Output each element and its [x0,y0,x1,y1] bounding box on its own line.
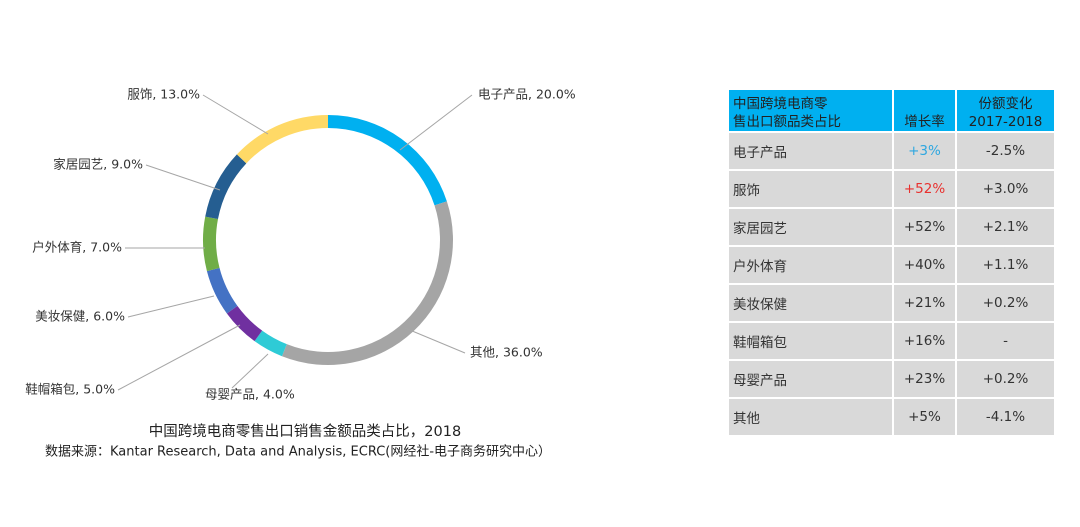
table-cell: 服饰 [727,169,894,209]
table-row: 服饰 +52% +3.0% [727,169,1056,209]
chart-source: 数据来源：Kantar Research, Data and Analysis,… [45,444,551,460]
table-cell: 其他 [727,397,894,437]
leader-line [145,164,221,191]
leader-line [202,94,269,135]
donut-segment [236,115,328,164]
table-row: 母婴产品 +23% +0.2% [727,359,1056,399]
table-cell: 家居园艺 [727,207,894,247]
data-label: 美妆保健, 6.0% [35,309,125,324]
table-cell: -4.1% [955,397,1056,437]
table-row: 其他 +5% -4.1% [727,397,1056,437]
header-text: 中国跨境电商零 [733,96,828,112]
table-cell: +23% [892,359,957,399]
table-cell: - [955,321,1056,361]
header-cell: 中国跨境电商零 售出口额品类占比 [727,88,894,133]
leader-line [231,353,269,389]
header-text: 售出口额品类占比 [733,114,841,130]
leader-line [404,327,466,354]
table-cell: +52% [892,207,957,247]
table-cell: 户外体育 [727,245,894,285]
data-label: 电子产品, 20.0% [478,87,576,102]
data-label: 鞋帽箱包, 5.0% [25,382,115,397]
table-cell: +52% [892,169,957,209]
donut-segment [254,330,287,357]
table-cell: +21% [892,283,957,323]
donut-segment [328,115,447,206]
data-label: 家居园艺, 9.0% [53,157,143,172]
leader-line [117,324,241,391]
data-label: 户外体育, 7.0% [32,240,122,255]
table-row: 美妆保健 +21% +0.2% [727,283,1056,323]
table-cell: +16% [892,321,957,361]
header-cell: 增长率 [892,88,957,133]
table-cell: -2.5% [955,131,1056,171]
data-label: 母婴产品, 4.0% [205,387,295,402]
data-label: 服饰, 13.0% [127,87,200,102]
table-cell: +3% [892,131,957,171]
table-cell: 母婴产品 [727,359,894,399]
table-cell: +5% [892,397,957,437]
donut-segment [203,216,220,272]
table-cell: +0.2% [955,359,1056,399]
table-row: 鞋帽箱包 +16% - [727,321,1056,361]
donut-segment [281,201,453,365]
header-row: 中国跨境电商零 售出口额品类占比 增长率 份额变化 2017-2018 [727,88,1056,133]
donut-segment [205,154,247,220]
table-cell: +0.2% [955,283,1056,323]
header-text: 份额变化 [978,96,1033,112]
table-row: 电子产品 +3% -2.5% [727,131,1056,171]
table-row: 户外体育 +40% +1.1% [727,245,1056,285]
leader-line [127,295,215,318]
table-cell: +1.1% [955,245,1056,285]
table-cell: 电子产品 [727,131,894,171]
donut-segment [206,267,238,314]
donut-segment [226,305,263,342]
table-cell: 美妆保健 [727,283,894,323]
table-cell: +2.1% [955,207,1056,247]
table-row: 家居园艺 +52% +2.1% [727,207,1056,247]
table-cell: +40% [892,245,957,285]
chart: 中国跨境电商零售出口销售金额品类占比，2018 数据来源：Kantar Rese… [25,87,576,460]
leader-line [399,94,473,151]
table-cell: 鞋帽箱包 [727,321,894,361]
header-text: 2017-2018 [968,114,1043,130]
table-cell: +3.0% [955,169,1056,209]
header-cell: 份额变化 2017-2018 [955,88,1056,133]
share-table: 中国跨境电商零 售出口额品类占比 增长率 份额变化 2017-2018 电子产品 +3% -2… [727,88,1056,437]
chart-caption: 中国跨境电商零售出口销售金额品类占比，2018 [149,422,461,440]
data-label: 其他, 36.0% [470,345,543,360]
header-text: 增长率 [904,114,945,130]
